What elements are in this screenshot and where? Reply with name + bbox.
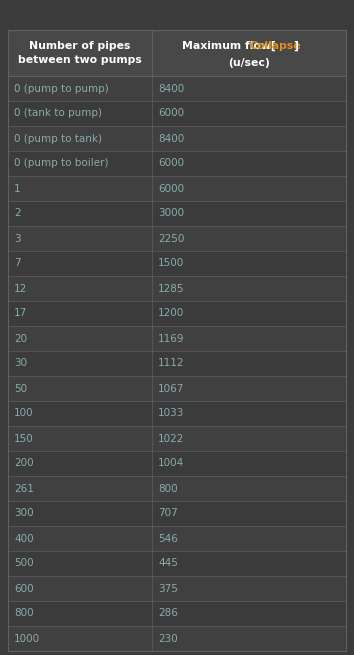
Text: 1169: 1169 — [158, 333, 184, 343]
Text: 2250: 2250 — [158, 233, 184, 244]
Text: Maximum flow[: Maximum flow[ — [182, 41, 276, 51]
Text: 1022: 1022 — [158, 434, 184, 443]
Text: 1004: 1004 — [158, 458, 184, 468]
Text: 150: 150 — [14, 434, 34, 443]
Bar — [8, 176, 346, 201]
Text: 0 (tank to pump): 0 (tank to pump) — [14, 109, 102, 119]
Bar — [8, 351, 346, 376]
Text: 230: 230 — [158, 633, 178, 643]
Text: 50: 50 — [14, 383, 27, 394]
Bar — [8, 451, 346, 476]
Text: 445: 445 — [158, 559, 178, 569]
Text: 500: 500 — [14, 559, 34, 569]
Bar — [8, 226, 346, 251]
Text: 6000: 6000 — [158, 183, 184, 193]
Text: 17: 17 — [14, 309, 27, 318]
Bar — [8, 376, 346, 401]
Text: 800: 800 — [158, 483, 178, 493]
Text: 0 (pump to tank): 0 (pump to tank) — [14, 134, 102, 143]
Text: 600: 600 — [14, 584, 34, 593]
Bar — [8, 501, 346, 526]
Bar — [8, 401, 346, 426]
Bar — [8, 626, 346, 651]
Bar — [8, 301, 346, 326]
Text: 8400: 8400 — [158, 83, 184, 94]
Bar — [8, 151, 346, 176]
Text: 261: 261 — [14, 483, 34, 493]
Text: 286: 286 — [158, 608, 178, 618]
Text: 8400: 8400 — [158, 134, 184, 143]
Text: 800: 800 — [14, 608, 34, 618]
Bar — [8, 126, 346, 151]
Text: 707: 707 — [158, 508, 178, 519]
Text: 400: 400 — [14, 534, 34, 544]
Text: 546: 546 — [158, 534, 178, 544]
Text: Collapse: Collapse — [250, 41, 302, 51]
Text: 6000: 6000 — [158, 109, 184, 119]
Text: 3: 3 — [14, 233, 21, 244]
Text: 12: 12 — [14, 284, 27, 293]
Text: 6000: 6000 — [158, 159, 184, 168]
Text: 1033: 1033 — [158, 409, 184, 419]
Text: 30: 30 — [14, 358, 27, 369]
Bar — [8, 576, 346, 601]
Bar — [8, 101, 346, 126]
Text: 20: 20 — [14, 333, 27, 343]
Bar — [8, 526, 346, 551]
Bar — [8, 551, 346, 576]
Text: 200: 200 — [14, 458, 34, 468]
Bar — [8, 601, 346, 626]
Bar — [8, 276, 346, 301]
Text: 100: 100 — [14, 409, 34, 419]
Bar — [8, 426, 346, 451]
Text: Number of pipes
between two pumps: Number of pipes between two pumps — [18, 41, 142, 65]
Text: (u/sec): (u/sec) — [228, 58, 270, 68]
Bar — [8, 201, 346, 226]
Text: 7: 7 — [14, 259, 21, 269]
Text: 375: 375 — [158, 584, 178, 593]
Text: 1285: 1285 — [158, 284, 184, 293]
Text: 1000: 1000 — [14, 633, 40, 643]
Bar — [8, 476, 346, 501]
Text: 1500: 1500 — [158, 259, 184, 269]
Text: 3000: 3000 — [158, 208, 184, 219]
Text: 1112: 1112 — [158, 358, 184, 369]
Text: 1: 1 — [14, 183, 21, 193]
Text: 2: 2 — [14, 208, 21, 219]
Bar — [8, 251, 346, 276]
Text: 0 (pump to pump): 0 (pump to pump) — [14, 83, 109, 94]
Text: 0 (pump to boiler): 0 (pump to boiler) — [14, 159, 108, 168]
Text: 1200: 1200 — [158, 309, 184, 318]
Text: 300: 300 — [14, 508, 34, 519]
Bar — [8, 30, 346, 76]
Text: 1067: 1067 — [158, 383, 184, 394]
Bar — [8, 326, 346, 351]
Text: ]: ] — [293, 41, 298, 51]
Bar — [8, 76, 346, 101]
